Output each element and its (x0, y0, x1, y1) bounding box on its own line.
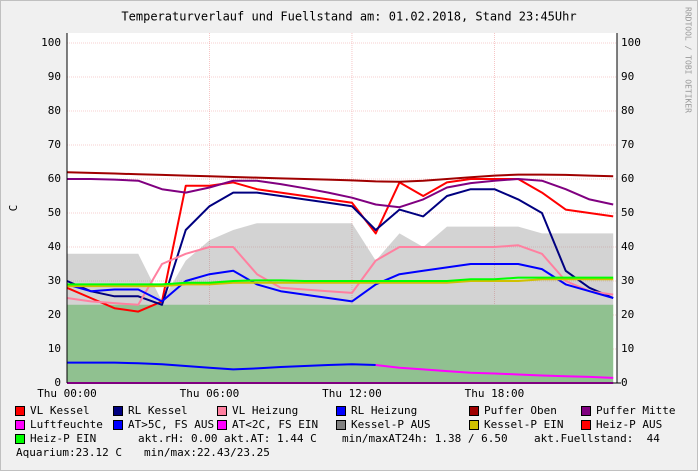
legend-swatch (15, 434, 25, 444)
y-tick-label: 0 (54, 376, 61, 389)
info-text: Aquarium:23.12 C (16, 446, 122, 459)
legend-swatch (217, 406, 227, 416)
y-tick-label: 10 (48, 342, 61, 355)
y-tick-label: 70 (48, 138, 61, 151)
line (67, 276, 614, 286)
line (66, 171, 614, 183)
y-tick-label: 80 (48, 104, 61, 117)
y-tick-label: 30 (48, 274, 61, 287)
y-tick-label: 40 (48, 240, 61, 253)
legend-swatch (336, 420, 346, 430)
y2-tick-label: 60 (621, 172, 634, 185)
legend-swatch (113, 420, 123, 430)
legend-label: Kessel-P EIN (484, 418, 563, 431)
legend-label: RL Kessel (128, 404, 188, 417)
info-text: akt.rH: 0.00 (138, 432, 217, 445)
y2-tick-label: 10 (621, 342, 634, 355)
y2-tick-label: 100 (621, 36, 641, 49)
y2-tick-label: 70 (621, 138, 634, 151)
legend-label: Heiz-P EIN (30, 432, 96, 445)
legend-label: RL Heizung (351, 404, 417, 417)
y-tick-label: 50 (48, 206, 61, 219)
legend-swatch (469, 420, 479, 430)
y-tick-label: 100 (41, 36, 61, 49)
legend-label: VL Heizung (232, 404, 298, 417)
line (66, 244, 614, 306)
chart-title: Temperaturverlauf und Fuellstand am: 01.… (121, 10, 576, 24)
legend-swatch (15, 420, 25, 430)
legend-label: Heiz-P AUS (596, 418, 662, 431)
info-text: min/max:22.43/23.25 (144, 446, 270, 459)
legend-label: Kessel-P AUS (351, 418, 430, 431)
y-axis-label: C (7, 205, 20, 212)
y2-tick-label: 20 (621, 308, 634, 321)
x-tick-label: Thu 06:00 (180, 387, 240, 400)
y2-tick-label: 80 (621, 104, 634, 117)
legend-label: Puffer Oben (484, 404, 557, 417)
marks (66, 171, 614, 384)
line (375, 363, 614, 379)
x-tick-label: Thu 12:00 (322, 387, 382, 400)
y-tick-label: 60 (48, 172, 61, 185)
legend-swatch (217, 420, 227, 430)
line (67, 361, 376, 371)
labels: 0 0 10 10 20 20 30 30 40 40 50 50 60 60 70 70 80 80 90 90 10… (15, 33, 675, 459)
legend-swatch (113, 406, 123, 416)
y-tick-label: 90 (48, 70, 61, 83)
legend-label: AT>5C, FS AUS (128, 418, 214, 431)
legend-label: VL Kessel (30, 404, 90, 417)
legend-label: Puffer Mitte (596, 404, 675, 417)
x-tick-label: Thu 00:00 (37, 387, 97, 400)
y2-tick-label: 90 (621, 70, 634, 83)
info-text: min/maxAT24h: 1.38 / 6.50 (342, 432, 508, 445)
line (67, 278, 614, 288)
info-text: akt.AT: 1.44 C (224, 432, 317, 445)
y2-tick-label: 40 (621, 240, 634, 253)
legend-swatch (336, 406, 346, 416)
legend-swatch (469, 406, 479, 416)
x-tick-label: Thu 18:00 (465, 387, 525, 400)
legend-swatch (581, 420, 591, 430)
info-text: akt.Fuellstand: 44 (534, 432, 660, 445)
y2-tick-label: 50 (621, 206, 634, 219)
legend-label: Luftfeuchte (30, 418, 103, 431)
y2-tick-label: 30 (621, 274, 634, 287)
legend-swatch (581, 406, 591, 416)
line (66, 188, 614, 306)
y-tick-label: 20 (48, 308, 61, 321)
line (67, 178, 614, 209)
line (66, 263, 614, 303)
fill-area (67, 304, 614, 383)
legend-label: AT<2C, FS EIN (232, 418, 318, 431)
legend-swatch (15, 406, 25, 416)
y2-tick-label: 0 (621, 376, 628, 389)
watermark: RRDTOOL / TOBI OETIKER (684, 7, 693, 113)
